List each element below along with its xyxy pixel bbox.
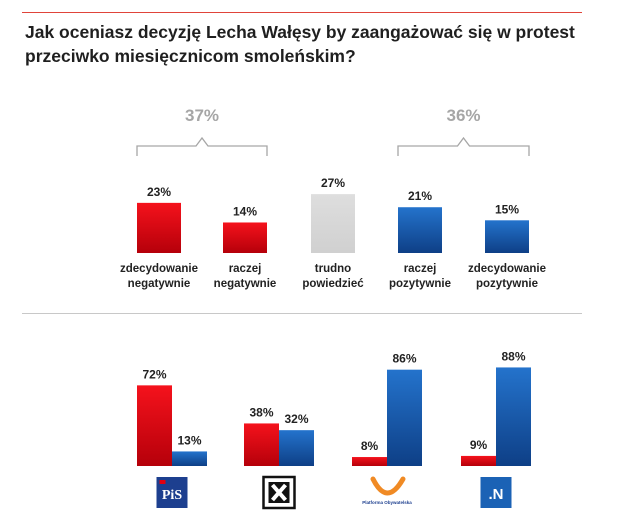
party-bar-red-1 [137, 385, 172, 466]
value-label-3: 27% [321, 176, 345, 190]
party-bar-red-2 [244, 423, 279, 466]
party-bar-red-4 [461, 455, 496, 466]
party-value-red-3: 8% [361, 439, 379, 453]
party-value-red-1: 72% [142, 367, 166, 381]
bar-5 [485, 220, 529, 253]
party-value-blue-4: 88% [501, 349, 525, 363]
category-label-2-line-1: raczej [229, 263, 262, 275]
party-value-blue-1: 13% [177, 433, 201, 447]
po-logo-text: Platforma Obywatelska [362, 500, 412, 505]
value-label-1: 23% [147, 185, 171, 199]
value-label-4: 21% [408, 189, 432, 203]
bar-3 [311, 194, 355, 253]
bar-2 [223, 222, 267, 253]
party-value-red-2: 38% [249, 405, 273, 419]
party-bar-blue-2 [279, 430, 314, 466]
category-label-1-line-2: negatywnie [128, 278, 191, 290]
value-label-5: 15% [495, 202, 519, 216]
category-label-3-line-2: powiedzieć [302, 278, 364, 290]
category-label-4-line-1: raczej [404, 263, 437, 275]
category-label-3-line-1: trudno [315, 263, 351, 275]
nowoczesna-logo [480, 477, 512, 508]
category-label-1-line-1: zdecydowanie [120, 263, 198, 275]
category-label-4-line-2: pozytywnie [389, 278, 451, 290]
party-bar-red-3 [352, 457, 387, 466]
chart-title: Jak oceniasz decyzję Lecha Wałęsy by zaa… [25, 22, 575, 66]
party-bar-blue-4 [496, 367, 531, 466]
party-bar-blue-1 [172, 451, 207, 466]
bar-4 [398, 207, 442, 253]
party-bar-blue-3 [387, 369, 422, 466]
bar-1 [137, 202, 181, 253]
party-value-red-4: 9% [470, 438, 488, 452]
value-label-2: 14% [233, 204, 257, 218]
pis-logo-accent [159, 480, 166, 484]
pis-logo-text: PiS [162, 488, 182, 503]
group-label-2: 36% [446, 106, 480, 125]
group-bracket-2 [397, 136, 530, 156]
category-label-2-line-2: negatywnie [214, 278, 277, 290]
category-label-5-line-2: pozytywnie [476, 278, 538, 290]
group-label-1: 37% [185, 106, 219, 125]
category-label-5-line-1: zdecydowanie [468, 263, 546, 275]
party-value-blue-3: 86% [392, 352, 416, 366]
group-bracket-1 [136, 136, 268, 156]
top-rule [22, 12, 582, 13]
nowoczesna-logo-text: .N [489, 486, 504, 503]
section-divider [22, 313, 582, 314]
po-logo [370, 476, 406, 496]
party-value-blue-2: 32% [284, 412, 308, 426]
kukiz-logo-x [270, 483, 288, 502]
